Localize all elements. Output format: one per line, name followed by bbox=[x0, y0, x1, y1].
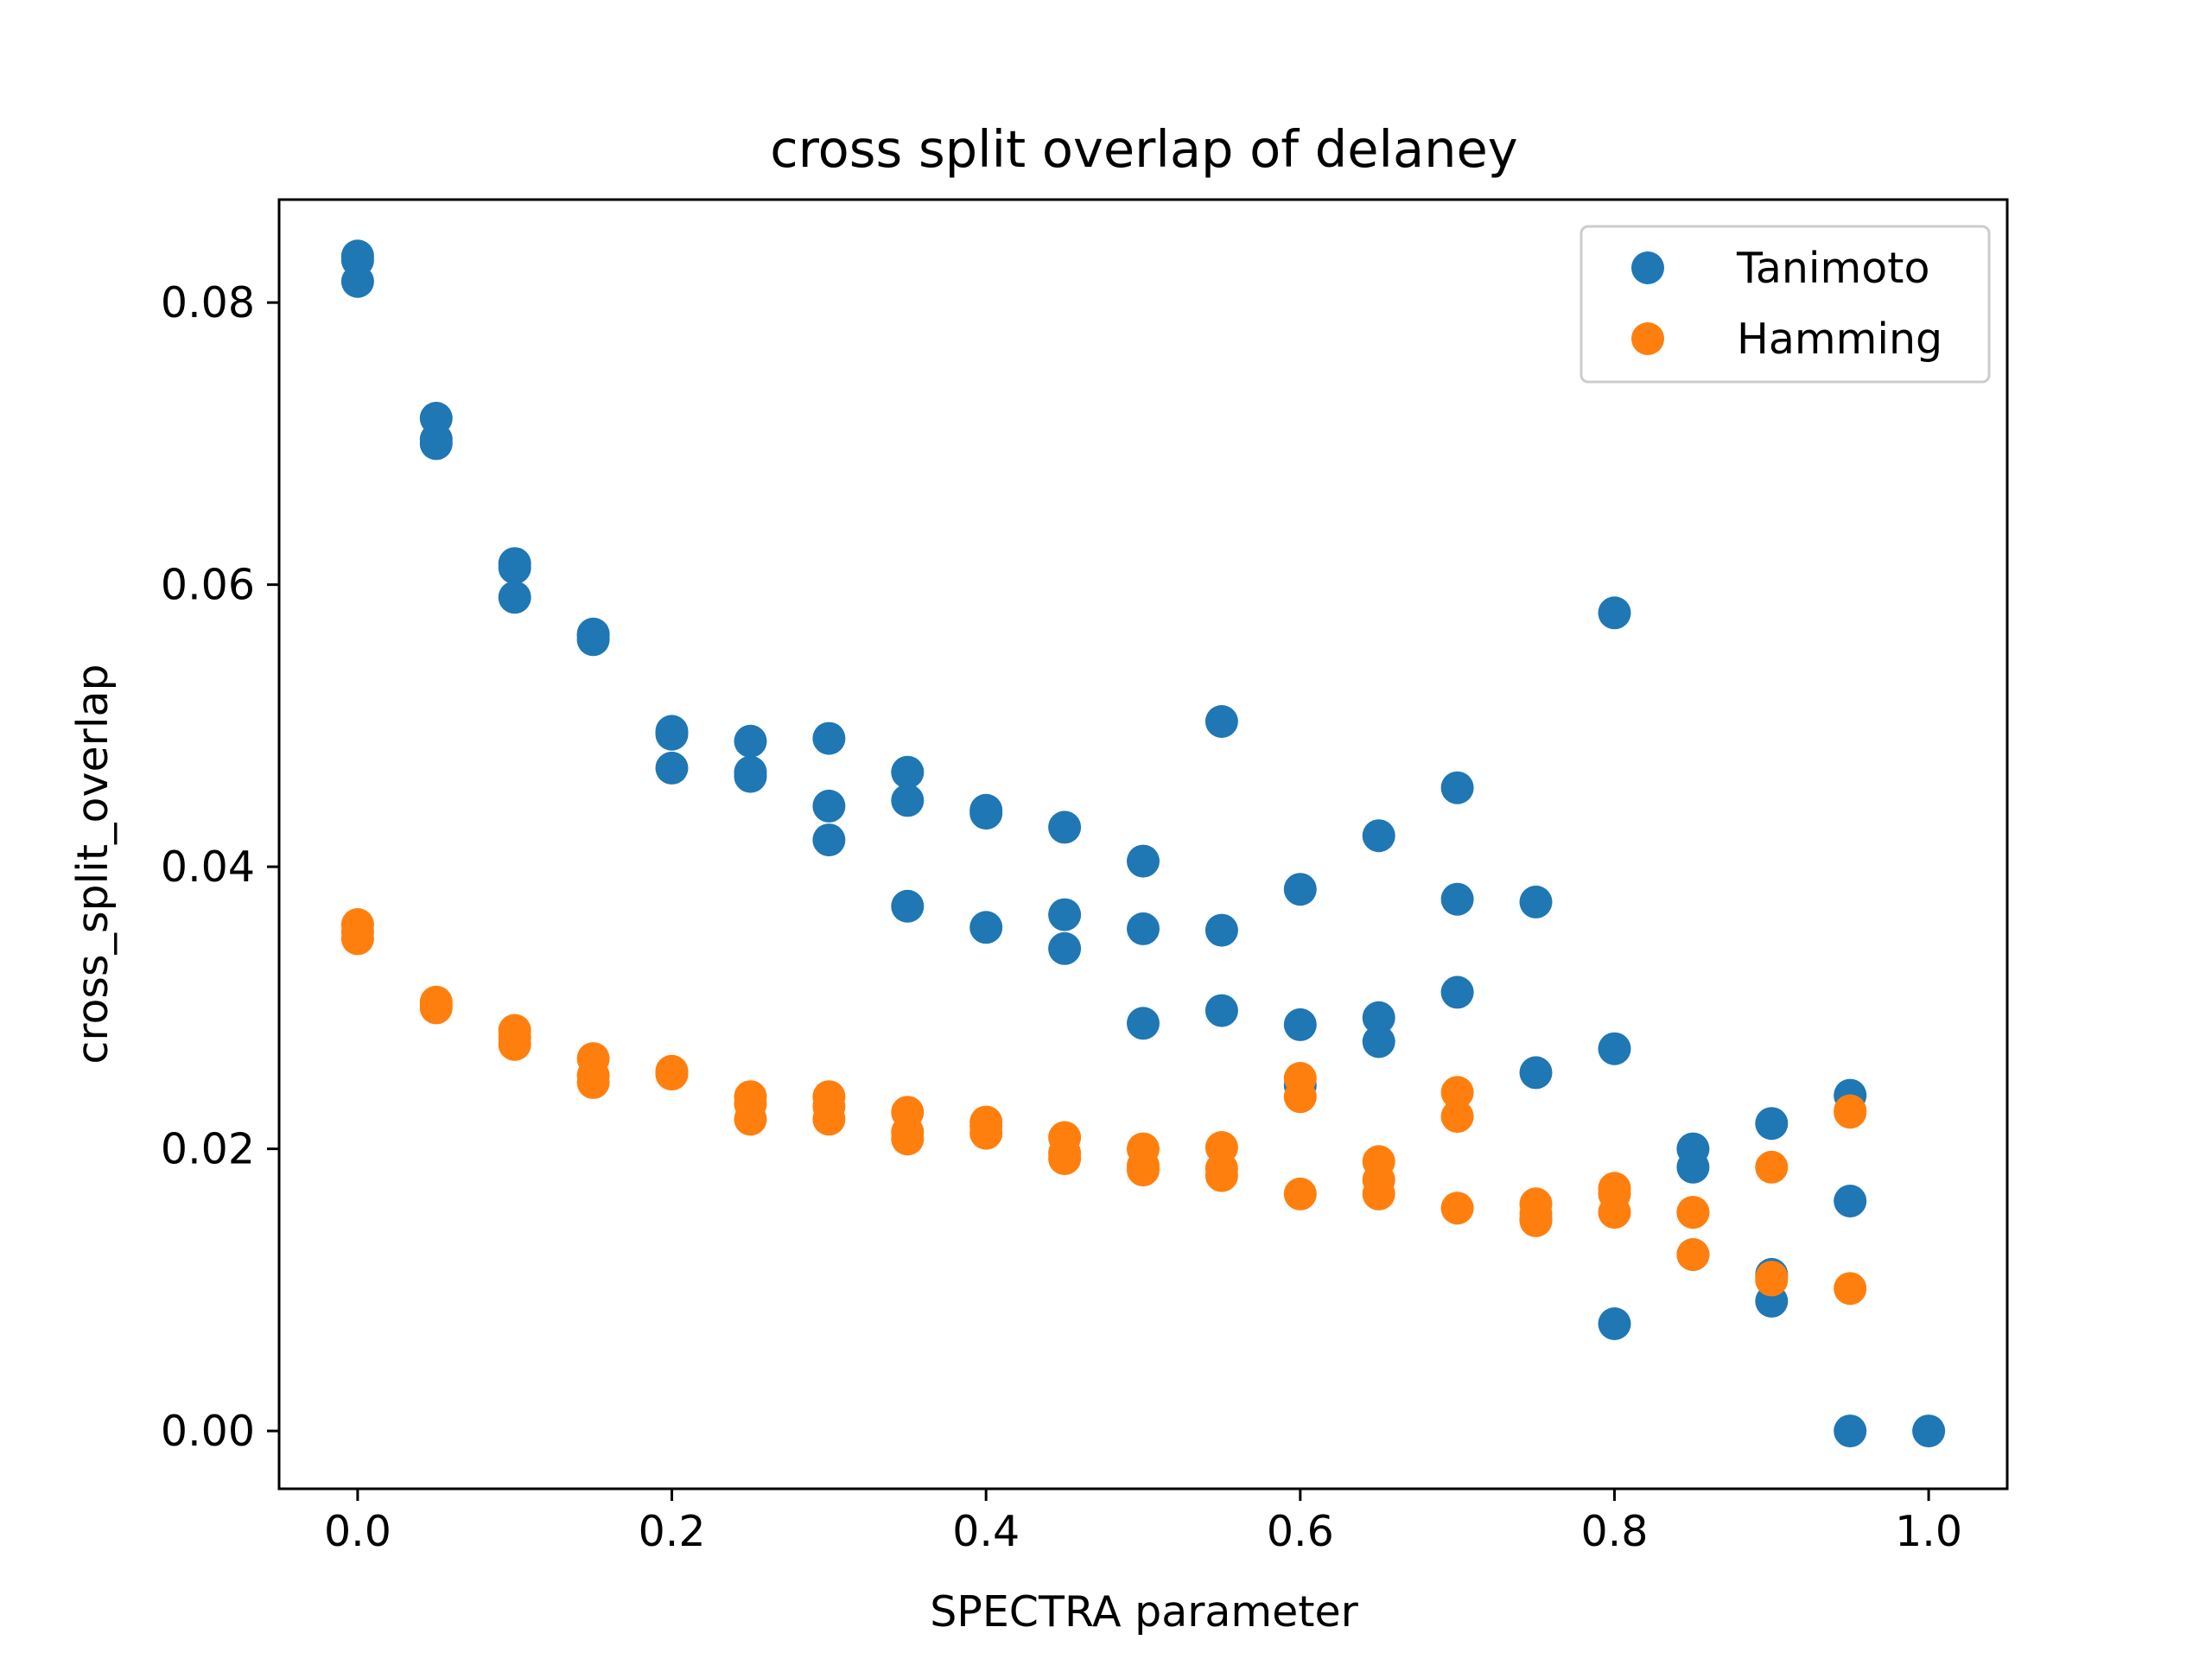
data-point bbox=[655, 751, 689, 785]
x-tick-label: 0.8 bbox=[1580, 1507, 1648, 1556]
data-point bbox=[1127, 1149, 1160, 1183]
data-point bbox=[1834, 1185, 1867, 1217]
data-point bbox=[812, 823, 846, 857]
x-tick-label: 1.0 bbox=[1895, 1507, 1962, 1556]
y-axis-label: cross_split_overlap bbox=[68, 664, 118, 1064]
data-point bbox=[498, 581, 531, 614]
data-point bbox=[734, 755, 767, 789]
data-point bbox=[1127, 844, 1160, 878]
data-point bbox=[1440, 771, 1474, 804]
data-points bbox=[340, 239, 1946, 1448]
data-point bbox=[812, 1090, 846, 1123]
data-point bbox=[969, 1109, 1003, 1143]
x-axis-label: SPECTRA parameter bbox=[930, 1587, 1358, 1637]
data-point bbox=[1205, 705, 1238, 738]
data-point bbox=[891, 889, 925, 923]
data-point bbox=[576, 617, 610, 651]
data-point bbox=[1127, 1007, 1160, 1040]
data-point bbox=[1755, 1150, 1789, 1184]
x-axis-ticks: 0.0 0.2 0.4 0.6 0.8 1.0 bbox=[324, 1489, 1962, 1556]
data-point bbox=[1598, 1177, 1631, 1211]
chart-title: cross split overlap of delaney bbox=[770, 119, 1517, 179]
y-tick-label: 0.06 bbox=[161, 561, 255, 610]
data-point bbox=[1440, 1100, 1474, 1134]
data-point bbox=[1440, 976, 1474, 1009]
x-tick-label: 0.0 bbox=[324, 1507, 391, 1556]
data-point bbox=[891, 1116, 925, 1148]
data-point bbox=[1440, 882, 1474, 916]
x-tick-label: 0.4 bbox=[952, 1507, 1020, 1556]
data-point bbox=[1755, 1261, 1789, 1294]
data-point bbox=[1834, 1414, 1867, 1448]
data-point bbox=[498, 551, 531, 585]
data-point bbox=[1440, 1192, 1474, 1225]
data-point bbox=[1519, 1197, 1553, 1230]
data-point bbox=[1362, 1163, 1395, 1197]
series-tanimoto bbox=[340, 239, 1946, 1448]
y-axis-ticks: 0.00 0.02 0.04 0.06 0.08 bbox=[161, 278, 279, 1456]
data-point bbox=[1676, 1150, 1710, 1184]
data-point bbox=[576, 1058, 610, 1092]
data-point bbox=[1048, 810, 1082, 844]
data-point bbox=[1676, 1196, 1710, 1230]
data-point bbox=[1598, 1307, 1631, 1340]
data-point bbox=[1598, 596, 1631, 630]
data-point bbox=[1362, 819, 1395, 853]
data-point bbox=[1519, 1056, 1553, 1090]
data-point bbox=[1283, 873, 1317, 906]
y-tick-label: 0.04 bbox=[161, 842, 255, 892]
legend-marker bbox=[1631, 251, 1664, 284]
data-point bbox=[891, 755, 925, 789]
x-tick-label: 0.2 bbox=[639, 1507, 706, 1556]
data-point bbox=[812, 789, 846, 823]
data-point bbox=[1205, 913, 1238, 947]
data-point bbox=[1676, 1238, 1710, 1271]
data-point bbox=[498, 1020, 531, 1054]
data-point bbox=[734, 724, 767, 758]
series-hamming bbox=[340, 908, 1867, 1306]
data-point bbox=[1362, 1025, 1395, 1058]
data-point bbox=[340, 244, 374, 277]
data-point bbox=[1205, 1152, 1238, 1185]
data-point bbox=[1283, 1007, 1317, 1041]
data-point bbox=[1362, 1001, 1395, 1034]
y-tick-label: 0.02 bbox=[161, 1125, 255, 1174]
data-point bbox=[891, 784, 925, 817]
data-point bbox=[1048, 1136, 1082, 1170]
data-point bbox=[1283, 1080, 1317, 1114]
data-point bbox=[419, 423, 453, 456]
data-point bbox=[1048, 931, 1082, 965]
axes-frame bbox=[277, 198, 2009, 1491]
legend-label: Hamming bbox=[1737, 315, 1942, 364]
data-point bbox=[969, 797, 1003, 830]
data-point bbox=[734, 1087, 767, 1121]
data-point bbox=[1834, 1272, 1867, 1306]
data-point bbox=[812, 721, 846, 755]
data-point bbox=[969, 911, 1003, 944]
y-tick-label: 0.00 bbox=[161, 1407, 255, 1456]
data-point bbox=[340, 915, 374, 949]
data-point bbox=[1127, 912, 1160, 945]
data-point bbox=[1834, 1094, 1867, 1128]
legend-label: Tanimoto bbox=[1736, 244, 1929, 293]
data-point bbox=[1283, 1177, 1317, 1211]
legend-marker bbox=[1631, 322, 1664, 355]
data-point bbox=[1519, 885, 1553, 918]
x-tick-label: 0.6 bbox=[1267, 1507, 1334, 1556]
data-point bbox=[1598, 1032, 1631, 1065]
data-point bbox=[655, 1056, 689, 1090]
data-point bbox=[1755, 1107, 1789, 1141]
data-point bbox=[1912, 1414, 1946, 1448]
data-point bbox=[655, 715, 689, 748]
legend-box bbox=[1580, 225, 1991, 384]
y-tick-label: 0.08 bbox=[161, 278, 255, 327]
data-point bbox=[1440, 1076, 1474, 1109]
legend: Tanimoto Hamming bbox=[1580, 225, 1991, 384]
data-point bbox=[1205, 994, 1238, 1027]
data-point bbox=[419, 991, 453, 1025]
data-point bbox=[1048, 898, 1082, 931]
